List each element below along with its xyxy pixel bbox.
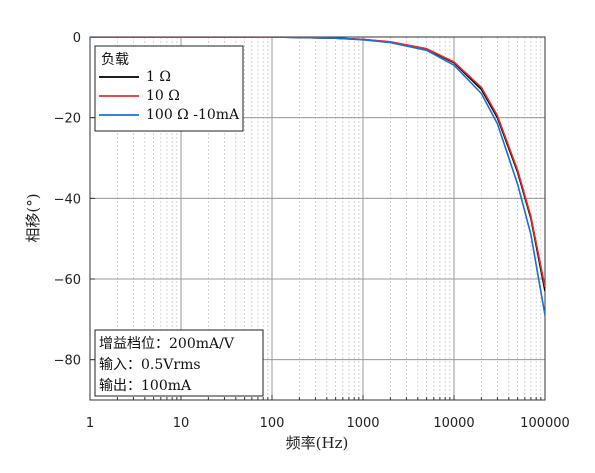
series-lines [90, 37, 545, 316]
y-axis-title: 相移(°) [24, 193, 42, 242]
y-tick-label: 0 [73, 31, 81, 46]
annotation-box: 增益档位：200mA/V 输入：0.5Vrms 输出：100mA [94, 329, 264, 397]
series-line-3 [90, 37, 545, 316]
annotation-input: 输入：0.5Vrms [99, 357, 201, 373]
x-tick-label: 100 [260, 416, 285, 431]
y-tick-label: −80 [54, 354, 81, 369]
plot-frame [89, 36, 546, 401]
x-axis-title: 频率(Hz) [286, 434, 349, 452]
annotation-gain-range: 增益档位：200mA/V [99, 336, 235, 352]
minor-grid [90, 37, 545, 400]
x-tick-label: 10 [173, 416, 190, 431]
annotation-frame [94, 329, 264, 397]
x-tick-label: 10000 [433, 416, 474, 431]
annotation-output: 输出：100mA [99, 378, 192, 394]
legend-label-3: 100 Ω -10mA [146, 107, 240, 123]
legend-label-2: 10 Ω [146, 88, 180, 104]
x-tick-label: 1000 [346, 416, 379, 431]
legend: 负载 1 Ω 10 Ω 100 Ω -10mA [94, 45, 244, 132]
legend-box [94, 45, 244, 132]
x-tick-label: 100000 [520, 416, 570, 431]
legend-label-1: 1 Ω [146, 69, 171, 85]
y-tick-label: −40 [54, 192, 81, 207]
y-tick-label: −60 [54, 273, 81, 288]
x-tick-label: 1 [86, 416, 94, 431]
tick-labels: 1 10 100 1000 10000 100000 0 −20 −40 −60 −80 [54, 31, 570, 431]
y-tick-label: −20 [54, 112, 81, 127]
legend-title: 负载 [101, 52, 129, 68]
